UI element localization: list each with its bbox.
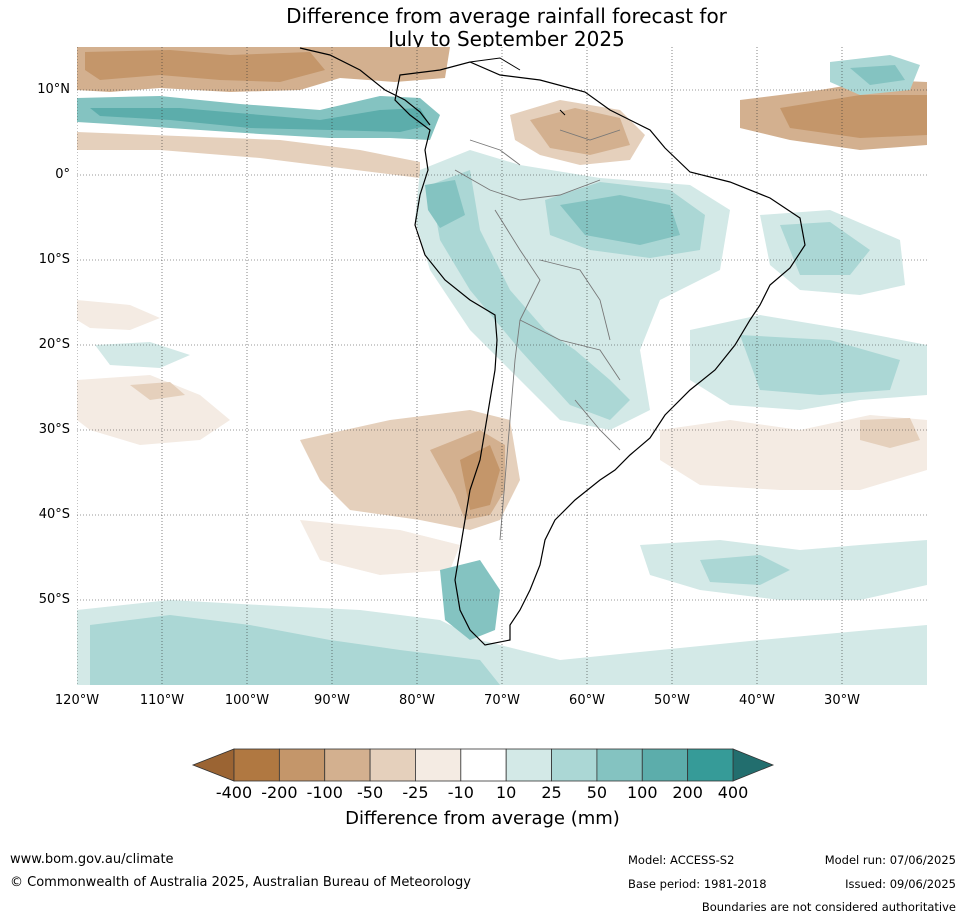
colorbar-tick-label: 200 bbox=[672, 783, 703, 802]
wet-band-itcz-core bbox=[90, 108, 430, 132]
dry-region-guianas-core bbox=[530, 108, 630, 155]
wet-region-southeast-atlantic-core bbox=[740, 335, 900, 395]
footer-disclaimer: Boundaries are not considered authoritat… bbox=[701, 900, 956, 914]
dry-region-chile-strong bbox=[460, 445, 500, 510]
colorbar-tick-label: -400 bbox=[215, 783, 253, 802]
colorbar-title: Difference from average (mm) bbox=[345, 808, 620, 829]
dry-region-atlantic-ne-core bbox=[780, 95, 927, 138]
dry-region-north-core bbox=[85, 50, 325, 82]
colorbar-extend-high bbox=[732, 748, 775, 782]
colorbar-tick-label: -200 bbox=[261, 783, 298, 802]
colorbar-box bbox=[415, 748, 462, 782]
footer-base-period: Base period: 1981-2018 bbox=[628, 877, 767, 891]
wet-region-east-atlantic-core bbox=[780, 222, 870, 275]
map-title-line2: July to September 2025 bbox=[388, 27, 625, 51]
dry-region-pacific-west bbox=[77, 375, 230, 445]
colorbar-tick-label: 25 bbox=[541, 783, 562, 802]
lat-label-30s: 30°S bbox=[38, 422, 70, 437]
lat-label-10s: 10°S bbox=[38, 252, 70, 267]
colorbar-box bbox=[641, 748, 689, 782]
wet-region-colombia-core bbox=[425, 180, 465, 228]
map-graticule bbox=[77, 47, 927, 685]
wet-region-south-atlantic-core bbox=[700, 555, 790, 585]
colorbar-extend-low bbox=[191, 748, 235, 782]
lon-label-30w: 30°W bbox=[824, 693, 860, 708]
lat-label-50s: 50°S bbox=[38, 592, 70, 607]
colorbar-box bbox=[505, 748, 552, 782]
central-america-coastline bbox=[299, 47, 431, 126]
colorbar-box bbox=[551, 748, 598, 782]
dry-region-pacific-northwest bbox=[77, 300, 160, 330]
dry-region-north-light bbox=[77, 132, 420, 178]
colorbar-tick-label: -50 bbox=[357, 783, 384, 802]
wet-region-southern-ocean-core bbox=[90, 615, 500, 685]
colorbar-tick-label: 400 bbox=[717, 783, 749, 802]
country-borders bbox=[454, 129, 621, 541]
footer-website: www.bom.gov.au/climate bbox=[10, 852, 174, 867]
colorbar-tick-label: -100 bbox=[306, 783, 343, 802]
wet-region-atlantic-n-core bbox=[850, 65, 905, 85]
wet-region-pacific-patch bbox=[95, 342, 190, 368]
dry-region-south-pacific bbox=[300, 520, 460, 575]
lon-label-100w: 100°W bbox=[224, 693, 270, 708]
lat-label-20s: 20°S bbox=[38, 337, 70, 352]
colorbar-tick-label: 10 bbox=[495, 783, 517, 802]
colorbar-tick-label: 50 bbox=[586, 783, 608, 802]
footer-model: Model: ACCESS-S2 bbox=[628, 853, 735, 867]
lat-label-10n: 10°N bbox=[37, 82, 70, 97]
lon-label-40w: 40°W bbox=[739, 693, 775, 708]
wet-region-central-brazil-core bbox=[560, 195, 680, 245]
colorbar-tick-label: 100 bbox=[626, 783, 658, 802]
colorbar bbox=[191, 748, 775, 782]
footer-issued: Issued: 09/06/2025 bbox=[845, 877, 956, 891]
lon-label-90w: 90°W bbox=[314, 693, 350, 708]
lon-label-110w: 110°W bbox=[139, 693, 185, 708]
wet-region-amazon-mid bbox=[430, 170, 630, 420]
south-america-coastline bbox=[394, 61, 806, 646]
caribbean-islands bbox=[469, 57, 566, 116]
lat-label-0: 0° bbox=[55, 167, 70, 182]
colorbar-box bbox=[596, 748, 643, 782]
rainfall-anomaly-field bbox=[77, 47, 927, 685]
lat-label-40s: 40°S bbox=[38, 507, 70, 522]
colorbar-box bbox=[369, 748, 416, 782]
lon-label-50w: 50°W bbox=[654, 693, 690, 708]
colorbar-tick-label: -10 bbox=[447, 783, 474, 802]
lon-label-80w: 80°W bbox=[399, 693, 435, 708]
colorbar-box bbox=[687, 748, 734, 782]
colorbar-tick-label: -25 bbox=[402, 783, 429, 802]
dry-region-pacific-patch bbox=[130, 382, 185, 400]
dry-region-south-atlantic-core bbox=[860, 418, 920, 448]
lon-label-60w: 60°W bbox=[569, 693, 605, 708]
footer-copyright: © Commonwealth of Australia 2025, Austra… bbox=[10, 875, 471, 890]
map-title-line1: Difference from average rainfall forecas… bbox=[286, 4, 727, 28]
colorbar-box bbox=[324, 748, 371, 782]
colorbar-box bbox=[233, 748, 280, 782]
colorbar-box bbox=[278, 748, 326, 782]
lon-label-120w: 120°W bbox=[54, 693, 100, 708]
lon-label-70w: 70°W bbox=[484, 693, 520, 708]
footer-model-run: Model run: 07/06/2025 bbox=[824, 853, 956, 867]
colorbar-box bbox=[460, 748, 507, 782]
